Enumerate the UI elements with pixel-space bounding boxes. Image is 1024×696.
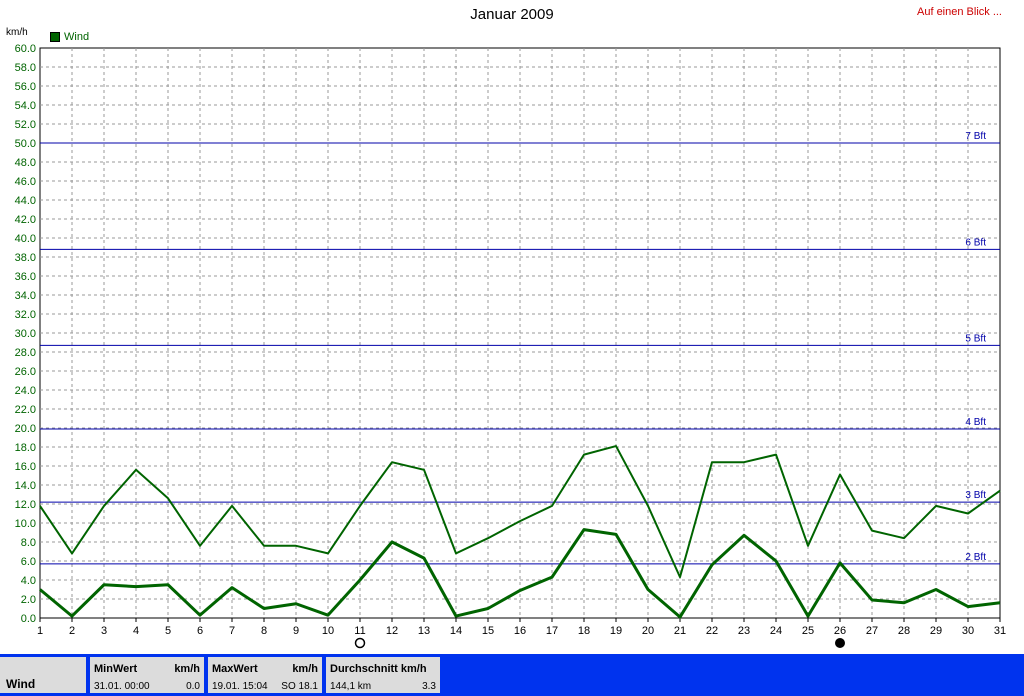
- x-tick-label: 23: [738, 625, 750, 637]
- x-tick-label: 15: [482, 625, 494, 637]
- y-tick-label: 44.0: [15, 195, 36, 207]
- series-line-max: [39, 445, 1001, 579]
- beaufort-label: 5 Bft: [965, 333, 986, 344]
- full-moon-icon: [354, 637, 366, 649]
- y-tick-label: 2.0: [21, 594, 36, 606]
- summary-max: MaxWert km/h 19.01. 15:04 SO 18.1: [208, 657, 322, 693]
- y-tick-label: 10.0: [15, 518, 36, 530]
- avg-value: 3.3: [422, 681, 436, 692]
- x-tick-label: 21: [674, 625, 686, 637]
- x-tick-label: 10: [322, 625, 334, 637]
- y-tick-label: 28.0: [15, 347, 36, 359]
- y-tick-label: 32.0: [15, 309, 36, 321]
- wind-chart: 0.0 2.0 4.0 6.0 8.0 10.0 12.0 14.0 16.0 18.0 20.0 2…: [15, 43, 1006, 649]
- x-tick-label: 20: [642, 625, 654, 637]
- legend: Wind: [50, 31, 89, 43]
- y-tick-label: 46.0: [15, 176, 36, 188]
- y-tick-label: 52.0: [15, 119, 36, 131]
- x-tick-label: 16: [514, 625, 526, 637]
- y-axis-unit: km/h: [6, 27, 28, 38]
- x-tick-label: 29: [930, 625, 942, 637]
- y-tick-label: 18.0: [15, 442, 36, 454]
- y-tick-label: 0.0: [21, 613, 36, 625]
- min-header: MinWert: [94, 663, 138, 675]
- avg-header: Durchschnitt km/h: [330, 663, 427, 675]
- summary-average: Durchschnitt km/h 144,1 km 3.3: [326, 657, 440, 693]
- overview-link[interactable]: Auf einen Blick ...: [917, 6, 1002, 18]
- x-tick-label: 13: [418, 625, 430, 637]
- beaufort-label: 7 Bft: [965, 131, 986, 142]
- x-tick-label: 7: [229, 625, 235, 637]
- y-tick-label: 42.0: [15, 214, 36, 226]
- y-tick-label: 40.0: [15, 233, 36, 245]
- x-tick-label: 9: [293, 625, 299, 637]
- y-tick-label: 16.0: [15, 461, 36, 473]
- y-tick-label: 24.0: [15, 385, 36, 397]
- summary-min: MinWert km/h 31.01. 00:00 0.0: [90, 657, 204, 693]
- legend-label: Wind: [64, 31, 90, 43]
- x-tick-label: 11: [354, 625, 365, 637]
- x-tick-label: 6: [197, 625, 203, 637]
- y-tick-label: 48.0: [15, 157, 36, 169]
- y-tick-label: 50.0: [15, 138, 36, 150]
- x-tick-label: 1: [37, 625, 43, 637]
- summary-series-name: Wind: [0, 657, 86, 693]
- y-tick-label: 58.0: [15, 62, 36, 74]
- x-tick-label: 30: [962, 625, 974, 637]
- y-tick-label: 34.0: [15, 290, 36, 302]
- x-tick-label: 28: [898, 625, 910, 637]
- beaufort-label: 2 Bft: [965, 552, 986, 563]
- legend-swatch: [50, 32, 60, 42]
- min-date: 31.01. 00:00: [94, 681, 150, 692]
- chart-title: Januar 2009: [470, 6, 554, 23]
- y-tick-label: 8.0: [21, 537, 36, 549]
- y-tick-label: 60.0: [15, 43, 36, 55]
- max-date: 19.01. 15:04: [212, 681, 268, 692]
- new-moon-icon: [835, 638, 845, 648]
- x-tick-label: 5: [165, 625, 171, 637]
- x-tick-label: 31: [994, 625, 1006, 637]
- x-tick-label: 17: [546, 625, 558, 637]
- avg-distance: 144,1 km: [330, 681, 372, 692]
- max-extra: SO 18.1: [281, 681, 318, 692]
- x-tick-label: 19: [610, 625, 622, 637]
- x-tick-label: 3: [101, 625, 107, 637]
- x-tick-label: 2: [69, 625, 75, 637]
- y-tick-label: 56.0: [15, 81, 36, 93]
- max-unit: km/h: [292, 663, 318, 675]
- x-tick-label: 12: [386, 625, 398, 637]
- beaufort-label: 3 Bft: [965, 490, 986, 501]
- max-header: MaxWert: [212, 663, 258, 675]
- series-line-mean: [39, 528, 1001, 619]
- y-tick-label: 6.0: [21, 556, 36, 568]
- min-value: 0.0: [186, 681, 200, 692]
- y-tick-label: 4.0: [21, 575, 36, 587]
- beaufort-label: 4 Bft: [965, 417, 986, 428]
- summary-bar: Wind MinWert km/h 31.01. 00:00 0.0 MaxWert…: [0, 654, 1024, 696]
- x-tick-label: 18: [578, 625, 590, 637]
- x-tick-label: 14: [450, 625, 462, 637]
- y-tick-label: 12.0: [15, 499, 36, 511]
- y-tick-label: 36.0: [15, 271, 36, 283]
- x-tick-label: 26: [834, 625, 846, 637]
- y-tick-label: 14.0: [15, 480, 36, 492]
- y-tick-label: 30.0: [15, 328, 36, 340]
- x-tick-label: 8: [261, 625, 267, 637]
- x-tick-label: 27: [866, 625, 878, 637]
- beaufort-label: 6 Bft: [965, 237, 986, 248]
- y-tick-label: 38.0: [15, 252, 36, 264]
- x-tick-label: 22: [706, 625, 718, 637]
- min-unit: km/h: [174, 663, 200, 675]
- y-tick-label: 26.0: [15, 366, 36, 378]
- x-tick-label: 25: [802, 625, 814, 637]
- x-tick-label: 24: [770, 625, 782, 637]
- y-tick-label: 22.0: [15, 404, 36, 416]
- y-tick-label: 54.0: [15, 100, 36, 112]
- y-tick-label: 20.0: [15, 423, 36, 435]
- x-tick-label: 4: [133, 625, 139, 637]
